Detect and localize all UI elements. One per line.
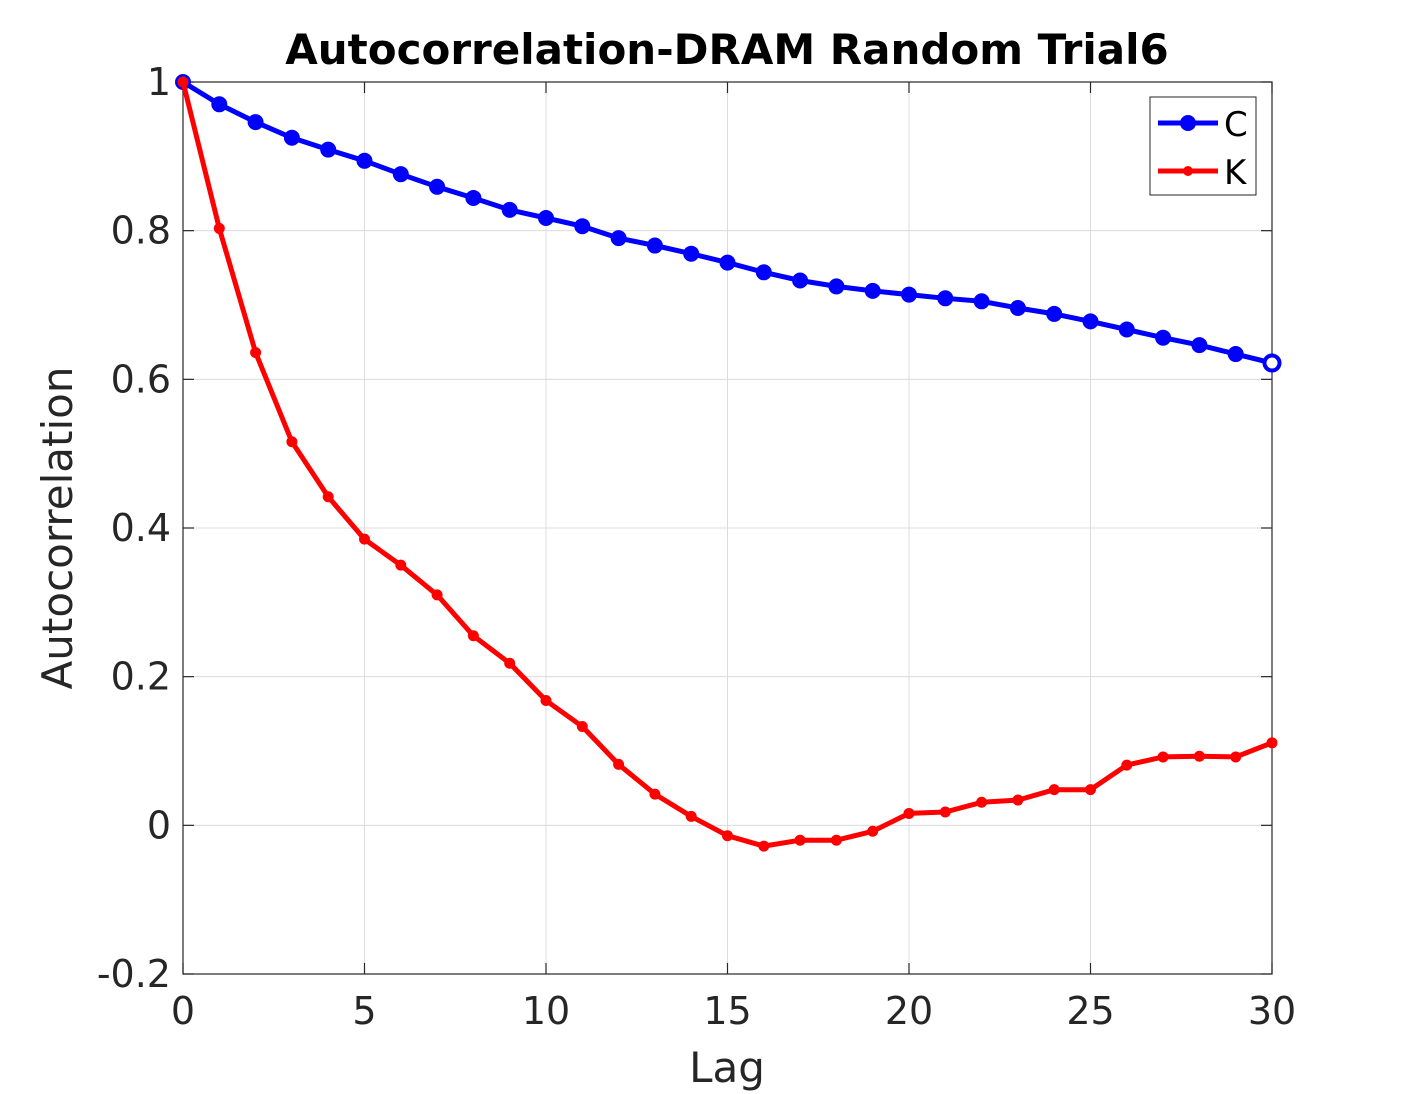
chart-title: Autocorrelation-DRAM Random Trial6 bbox=[285, 25, 1169, 74]
data-point-c bbox=[320, 141, 337, 158]
data-point-c bbox=[1009, 299, 1026, 316]
data-point-k bbox=[976, 796, 988, 808]
data-point-c bbox=[429, 178, 446, 195]
data-point-c bbox=[538, 210, 554, 227]
data-point-c bbox=[1155, 329, 1172, 346]
data-point-k bbox=[722, 830, 733, 842]
series-layer bbox=[175, 74, 1282, 852]
data-point-c bbox=[719, 254, 736, 271]
x-tick-label: 0 bbox=[171, 989, 195, 1033]
data-point-c bbox=[1191, 337, 1208, 354]
data-point-c bbox=[1082, 313, 1099, 330]
data-point-c bbox=[937, 290, 954, 307]
data-point-k bbox=[685, 810, 697, 822]
y-tick-label: 0.4 bbox=[111, 506, 171, 550]
x-tick-label: 25 bbox=[1066, 989, 1114, 1033]
tick-layer: 0 5 10 15 20 25 30-0.200.20.40.60.81 bbox=[97, 60, 1296, 1033]
data-point-k bbox=[286, 436, 298, 448]
data-point-k bbox=[177, 76, 189, 88]
data-point-c bbox=[828, 278, 845, 295]
data-point-k bbox=[1157, 751, 1169, 763]
data-point-k bbox=[613, 758, 625, 770]
data-point-c bbox=[392, 166, 409, 183]
data-point-k bbox=[1012, 794, 1024, 806]
data-point-c bbox=[465, 189, 482, 206]
data-point-c bbox=[247, 114, 264, 131]
data-point-c bbox=[1046, 305, 1063, 322]
data-point-c bbox=[683, 245, 700, 262]
x-tick-label: 10 bbox=[522, 989, 570, 1033]
data-point-k bbox=[1048, 784, 1060, 796]
legend-marker-c bbox=[1180, 115, 1196, 131]
data-point-k bbox=[431, 589, 443, 601]
y-tick-label: -0.2 bbox=[97, 952, 171, 996]
y-tick-label: 0.2 bbox=[111, 655, 171, 699]
data-point-k bbox=[830, 834, 842, 846]
data-point-k bbox=[939, 806, 951, 818]
legend-label-k: K bbox=[1224, 153, 1248, 193]
legend: C K bbox=[1149, 96, 1257, 196]
data-point-k bbox=[903, 807, 915, 819]
data-point-c bbox=[501, 201, 518, 218]
data-point-k bbox=[576, 720, 588, 732]
data-point-k bbox=[540, 694, 552, 706]
x-axis-label: Lag bbox=[689, 1043, 765, 1092]
data-point-k bbox=[1230, 751, 1242, 763]
data-point-k bbox=[1193, 750, 1205, 762]
data-point-c bbox=[973, 293, 990, 310]
y-tick-label: 0.6 bbox=[111, 357, 171, 401]
y-tick-label: 0.8 bbox=[111, 209, 171, 253]
data-point-k bbox=[758, 840, 770, 852]
y-tick-label: 0 bbox=[147, 803, 171, 847]
data-point-c bbox=[574, 218, 591, 235]
data-point-k bbox=[359, 533, 370, 545]
data-point-c bbox=[1118, 321, 1135, 338]
data-point-c bbox=[1227, 346, 1244, 363]
legend-marker-k bbox=[1183, 166, 1193, 176]
data-point-k bbox=[794, 834, 806, 846]
x-tick-label: 20 bbox=[885, 989, 933, 1033]
data-point-c bbox=[1262, 353, 1282, 373]
data-point-k bbox=[867, 825, 879, 837]
data-point-k bbox=[1085, 784, 1096, 796]
x-tick-label: 5 bbox=[352, 989, 376, 1033]
data-point-c bbox=[755, 264, 772, 281]
data-point-k bbox=[1121, 759, 1133, 771]
data-point-c bbox=[283, 129, 300, 146]
x-tick-label: 30 bbox=[1248, 989, 1296, 1033]
data-point-k bbox=[250, 347, 262, 359]
data-point-c bbox=[864, 282, 881, 299]
legend-label-c: C bbox=[1224, 105, 1248, 145]
legend-box bbox=[1149, 96, 1257, 196]
y-axis-label: Autocorrelation bbox=[33, 367, 82, 690]
data-point-c bbox=[901, 286, 917, 303]
data-point-c bbox=[211, 96, 228, 113]
data-point-c bbox=[610, 230, 627, 247]
data-point-c bbox=[356, 152, 373, 169]
data-point-k bbox=[649, 788, 661, 800]
data-point-c bbox=[792, 272, 809, 289]
data-point-k bbox=[504, 657, 516, 669]
data-point-k bbox=[395, 559, 407, 571]
data-point-c bbox=[646, 237, 663, 254]
data-point-k bbox=[467, 630, 479, 642]
y-tick-label: 1 bbox=[147, 60, 171, 104]
x-tick-label: 15 bbox=[703, 989, 751, 1033]
data-point-k bbox=[322, 491, 334, 503]
data-point-k bbox=[1266, 737, 1278, 749]
data-point-k bbox=[213, 222, 225, 234]
